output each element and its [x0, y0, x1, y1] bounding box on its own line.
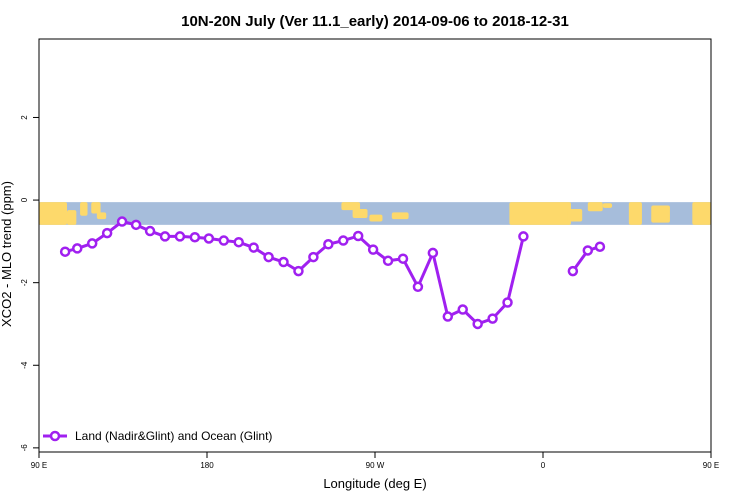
data-point — [594, 241, 606, 252]
land-mass — [39, 202, 67, 225]
data-point — [382, 255, 394, 267]
x-tick-label: 90 E — [31, 461, 47, 470]
data-point — [144, 225, 156, 237]
data-point — [352, 230, 364, 242]
chart-title: 10N-20N July (Ver 11.1_early) 2014-09-06… — [181, 13, 569, 30]
data-point — [130, 219, 142, 231]
data-point — [442, 311, 454, 322]
land-mass — [567, 208, 583, 222]
data-point — [278, 256, 289, 268]
legend-marker-swatch — [49, 430, 61, 442]
series-layer — [59, 216, 606, 330]
land-mass — [91, 202, 101, 214]
data-point — [457, 304, 468, 315]
data-point — [159, 231, 171, 242]
land-mass — [602, 203, 613, 208]
y-tick-label: 0 — [20, 197, 29, 202]
land-mass — [587, 202, 603, 212]
data-point — [293, 265, 304, 277]
legend-label: Land (Nadir&Glint) and Ocean (Glint) — [75, 429, 272, 443]
x-tick-label: 90 W — [366, 461, 385, 470]
data-point — [189, 231, 201, 243]
y-tick-label: 2 — [20, 115, 29, 120]
x-axis-label: Longitude (deg E) — [323, 476, 426, 491]
data-point — [248, 242, 259, 253]
data-point — [233, 236, 244, 248]
data-point — [59, 246, 71, 257]
land-mass — [391, 212, 409, 220]
x-tick-label: 180 — [200, 461, 214, 470]
y-axis-label: XCO2 - MLO trend (ppm) — [0, 181, 14, 327]
data-point — [174, 231, 186, 242]
x-tick-label: 90 E — [703, 461, 719, 470]
y-tick-label: -2 — [20, 279, 29, 287]
data-point — [502, 297, 513, 308]
data-point — [427, 247, 439, 259]
data-point — [412, 281, 424, 293]
land-mass — [80, 202, 88, 216]
data-point — [116, 216, 128, 227]
data-point — [101, 227, 113, 239]
land-mass — [96, 212, 107, 220]
y-tick-label: -4 — [20, 361, 29, 369]
data-point — [582, 245, 594, 256]
land-mass — [67, 210, 77, 225]
world-map-strip — [39, 202, 711, 225]
land-mass — [651, 205, 670, 223]
y-tick-label: -6 — [20, 444, 29, 452]
land-mass — [628, 202, 642, 225]
data-point — [397, 253, 409, 264]
data-point — [472, 318, 483, 330]
data-point — [72, 243, 83, 254]
data-point — [487, 313, 498, 324]
data-point — [203, 233, 215, 244]
legend: Land (Nadir&Glint) and Ocean (Glint) — [43, 429, 272, 443]
land-mass — [692, 202, 711, 225]
land-mass — [369, 214, 383, 222]
land-mass — [341, 202, 361, 211]
y-axis: 2 0 -2 -4 -6 — [20, 115, 39, 452]
x-tick-label: 0 — [541, 461, 546, 470]
data-point — [308, 251, 319, 263]
data-point — [567, 265, 579, 277]
data-point — [338, 235, 349, 246]
land-mass — [509, 202, 571, 225]
data-point — [367, 244, 379, 255]
data-point — [323, 239, 334, 250]
data-point — [86, 238, 98, 249]
data-point — [263, 251, 274, 263]
data-point — [518, 231, 529, 242]
data-point — [218, 235, 230, 246]
land-mass — [352, 208, 368, 219]
x-axis: 90 E 180 90 W 0 90 E — [31, 452, 719, 470]
